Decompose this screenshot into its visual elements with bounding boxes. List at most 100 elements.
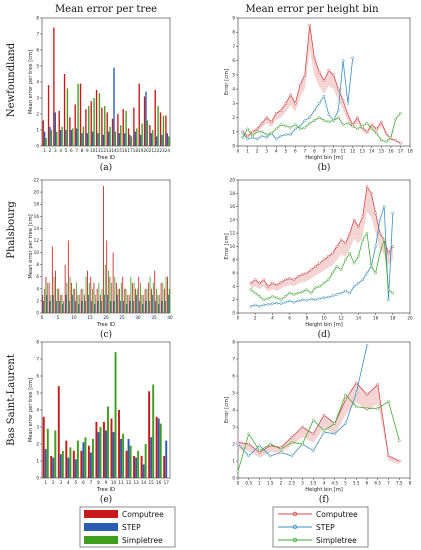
point-computree — [365, 393, 369, 397]
bar-step — [119, 300, 121, 313]
point-step — [352, 285, 356, 288]
y-tick-label: 2 — [36, 298, 39, 303]
bar-computree — [48, 282, 50, 313]
point-computree — [292, 278, 296, 282]
y-tick-label: 2 — [36, 442, 39, 447]
point-computree — [296, 275, 300, 278]
point-simpletree — [341, 123, 345, 127]
bar-simpletree — [101, 288, 103, 313]
bar-simpletree — [56, 288, 58, 313]
legend-label-computree: Computree — [122, 510, 164, 519]
point-simpletree — [305, 288, 309, 292]
bar-step — [118, 133, 121, 146]
bar-computree — [80, 450, 83, 478]
panel-label: (d) — [318, 329, 331, 340]
point-computree — [357, 225, 360, 228]
bar-simpletree — [152, 384, 155, 478]
y-tick-label: 12 — [230, 231, 236, 236]
point-simpletree — [387, 288, 390, 292]
bar-step — [103, 294, 105, 313]
y-tick-label: 5 — [36, 391, 39, 396]
x-tick-label: 14 — [369, 149, 375, 154]
point-computree — [384, 131, 388, 135]
bar-step — [65, 294, 67, 313]
panel-label: (b) — [318, 162, 331, 173]
x-tick-label: 0 — [237, 149, 240, 154]
y-tick-label: 6 — [36, 374, 39, 379]
point-simpletree — [298, 127, 302, 131]
plot-frame-a — [41, 17, 171, 147]
bar-simpletree — [165, 276, 167, 313]
point-computree — [391, 245, 395, 248]
y-tick-label: 8 — [232, 30, 235, 35]
x-tick-label: 6 — [294, 149, 297, 154]
bar-computree — [42, 294, 44, 313]
bar-step — [164, 300, 166, 313]
point-computree — [322, 413, 326, 417]
bar-computree — [125, 288, 127, 313]
bar-computree — [110, 418, 113, 478]
point-step — [274, 137, 278, 141]
x-tick-label: 4.5 — [331, 481, 338, 486]
x-axis-label: Tree ID — [96, 487, 115, 493]
point-computree — [258, 281, 261, 285]
y-tick-label: 20 — [34, 190, 40, 195]
bar-simpletree — [136, 128, 138, 146]
bar-step — [43, 300, 45, 313]
point-step — [374, 245, 377, 248]
point-simpletree — [253, 291, 257, 295]
point-simpletree — [268, 442, 272, 446]
point-computree — [399, 141, 402, 145]
point-simpletree — [260, 130, 264, 134]
point-step — [262, 303, 266, 307]
bar-computree — [77, 294, 79, 313]
legend-left: Computree STEP Simpletree — [79, 506, 176, 548]
bar-step — [155, 136, 158, 146]
y-axis-label: Mean error per tree [cm] — [28, 214, 34, 278]
bar-simpletree — [111, 282, 113, 313]
point-simpletree — [271, 295, 274, 298]
bar-simpletree — [124, 288, 125, 313]
x-tick-label: 5 — [284, 149, 287, 154]
y-tick-label: 16 — [34, 214, 40, 219]
bar-step — [82, 442, 85, 478]
point-step — [288, 299, 291, 303]
bar-computree — [69, 117, 71, 146]
x-axis-label: Tree ID — [96, 155, 115, 161]
bar-step — [150, 133, 153, 146]
point-step — [361, 278, 365, 282]
bar-simpletree — [136, 288, 138, 313]
bar-simpletree — [85, 276, 87, 313]
bar-step — [91, 300, 93, 313]
legend-line-label-simpletree: Simpletree — [316, 536, 357, 545]
row-label-bas-saint-laurent: Bas Saint-Laurent — [6, 354, 17, 446]
bar-computree — [42, 120, 44, 146]
x-tick-label: 16 — [156, 480, 162, 485]
bar-step — [151, 294, 153, 313]
computree-band — [250, 186, 393, 292]
bar-step — [70, 130, 73, 146]
point-simpletree — [279, 298, 283, 302]
bar-step — [102, 134, 105, 146]
bar-simpletree — [159, 423, 162, 478]
y-tick-label: 4 — [36, 80, 39, 85]
bar-simpletree — [69, 447, 72, 478]
point-step — [279, 302, 283, 306]
bar-step — [78, 303, 80, 313]
point-simpletree — [348, 251, 352, 255]
x-tick-label: 4 — [59, 148, 62, 153]
point-step — [247, 454, 251, 458]
point-simpletree — [279, 123, 283, 127]
bar-computree — [154, 270, 156, 313]
y-tick-label: 2 — [232, 442, 235, 447]
bar-step — [158, 303, 160, 313]
point-step — [382, 205, 386, 208]
point-computree — [308, 23, 312, 27]
point-simpletree — [326, 278, 330, 282]
x-tick-label: 22 — [154, 148, 160, 153]
x-tick-label: 21 — [149, 148, 155, 153]
bar-step — [161, 134, 163, 146]
x-tick-label: 8 — [409, 481, 412, 486]
bar-computree — [159, 112, 162, 146]
point-computree — [246, 134, 249, 138]
